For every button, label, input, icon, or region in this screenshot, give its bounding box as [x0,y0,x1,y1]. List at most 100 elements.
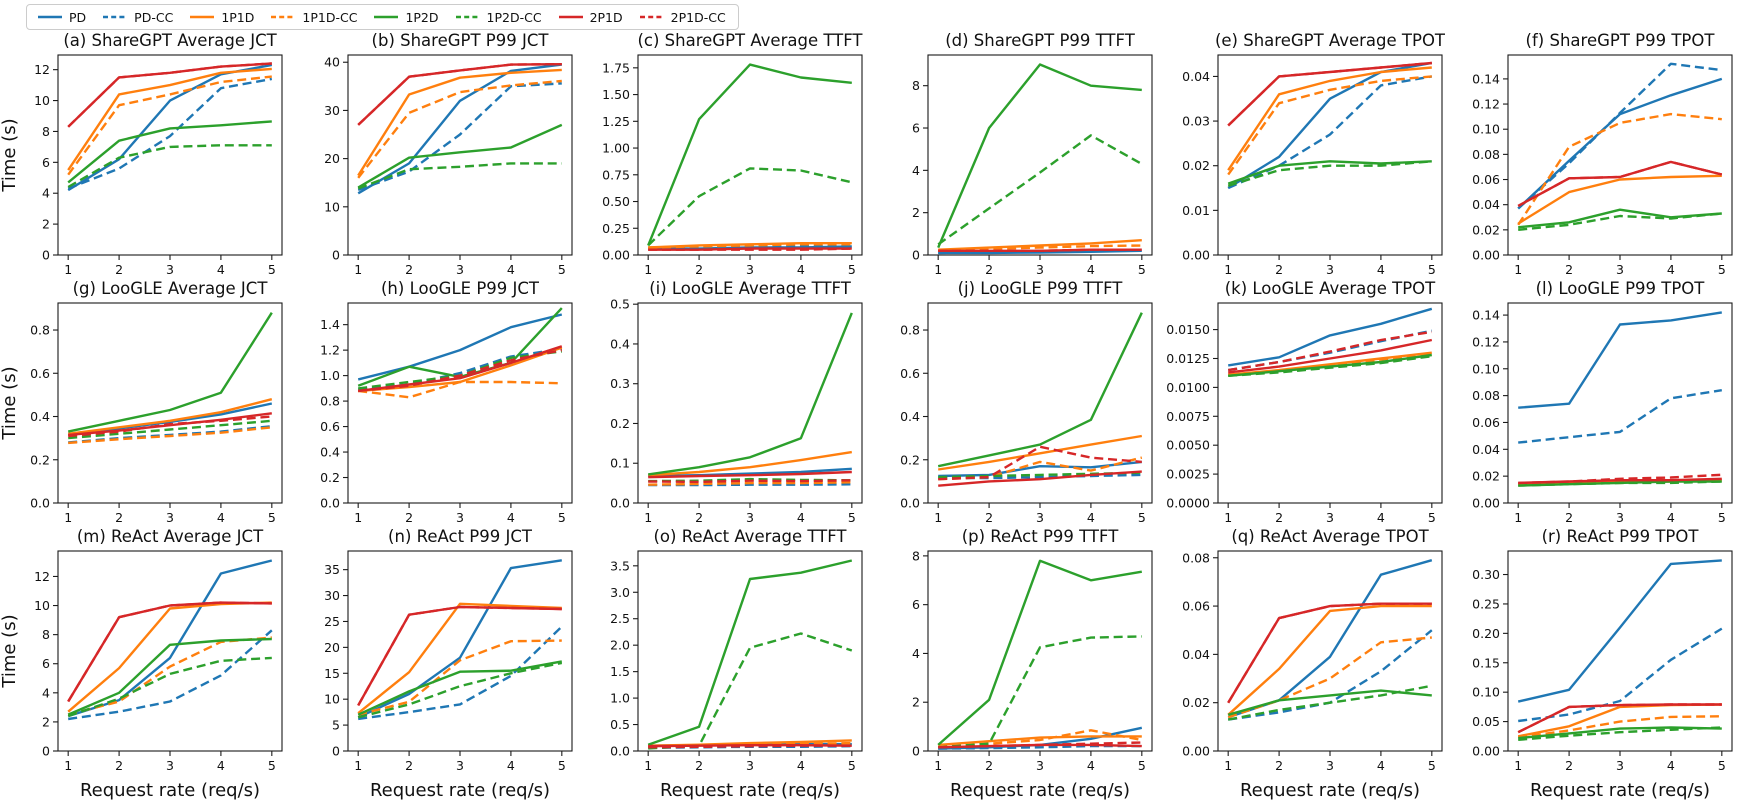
x-tick-label: 1 [934,510,942,525]
legend-label: PD [69,9,87,25]
y-tick-label: 5 [332,718,340,733]
y-tick-label: 0.0050 [1166,438,1210,453]
y-tick-label: 0.1 [610,456,630,471]
subplot-title: (j) LooGLE P99 TTFT [958,279,1124,298]
chart-cell: (j) LooGLE P99 TTFT 0.0 0.2 0.4 0.6 0.8 1 2 3 4 5 [870,278,1160,526]
y-tick-label: 0.06 [1472,415,1500,430]
y-tick-label: 0 [332,248,340,263]
y-tick-label: 0 [912,248,920,263]
chart-cell: (l) LooGLE P99 TPOT 0.00 0.02 0.04 0.06 0.08 0… [1450,278,1740,526]
y-tick-label: 0.02 [1182,158,1210,173]
y-tick-label: 0.10 [1472,361,1500,376]
y-tick-label: 0.04 [1472,197,1500,212]
x-tick-label: 4 [1667,262,1675,277]
series-line-1P1D [67,67,272,171]
y-tick-label: 0.0100 [1166,380,1210,395]
series-line-1P1D [68,398,273,435]
y-tick-label: 2 [912,205,920,220]
subplot-r: (r) ReAct P99 TPOT 0.00 0.05 0.10 0.15 0.20 0.… [1472,527,1733,801]
series-line-1P1D-CC [68,426,272,445]
chart-cell: (o) ReAct Average TTFT 0.0 0.5 1.0 1.5 2.0 2.5… [580,526,870,802]
y-tick-label: 0.00 [602,248,630,263]
y-tick-label: 1.4 [320,317,340,332]
series-line-PD-CC [1227,75,1433,190]
y-tick-label: 12 [34,569,50,584]
series-line-1P2D [67,312,273,433]
series-line-PD [357,559,562,719]
x-tick-label: 1 [1224,262,1232,277]
x-tick-label: 3 [166,262,174,277]
series-line-2P1D-CC [648,247,852,251]
y-tick-label: 0.08 [1182,550,1210,565]
series-line-1P1D-CC [67,75,272,176]
y-tick-label: 0.00 [1182,248,1210,263]
x-tick-label: 1 [1514,262,1522,277]
x-tick-label: 2 [405,262,413,277]
chart-cell: (k) LooGLE Average TPOT 0.0000 0.0025 0.005… [1160,278,1450,526]
series-line-1P1D [1227,604,1432,716]
x-tick-label: 2 [985,510,993,525]
x-tick-label: 5 [558,758,566,773]
x-tick-label: 3 [1326,262,1334,277]
y-tick-label: 0.0025 [1166,467,1210,482]
x-tick-label: 3 [456,510,464,525]
series-line-1P2D [937,63,1142,249]
plot-area [927,54,1153,256]
x-tick-label: 2 [405,510,413,525]
x-tick-label: 5 [558,510,566,525]
x-tick-label: 3 [166,510,174,525]
subplot-f: (f) ShareGPT P99 TPOT 0.00 0.02 0.04 0.06 0.0… [1472,31,1733,277]
subplot-e: (e) ShareGPT Average TPOT 0.00 0.01 0.02 0.0… [1182,31,1446,277]
chart-cell: (a) ShareGPT Average JCT 0 2 4 6 8 10 12 1 2 3 4 5 Ti… [0,30,290,278]
y-tick-label: 0.00 [1182,744,1210,759]
series-line-PD [1517,559,1722,703]
x-tick-label: 1 [354,510,362,525]
y-tick-label: 8 [42,124,50,139]
legend-line-swatch [38,15,62,19]
legend-line-swatch [455,15,480,19]
chart-cell: (p) ReAct P99 TTFT 0 2 4 6 8 1 2 3 4 5 Request rate… [870,526,1160,802]
series-line-1P1D [1517,174,1722,225]
y-tick-label: 0 [42,248,50,263]
series-line-1P1D-CC [648,481,852,486]
y-tick-label: 0.2 [610,416,630,431]
legend-item-2P1D: 2P1D [558,10,623,25]
y-tick-label: 0.0 [30,496,50,511]
y-tick-label: 0.0 [900,496,920,511]
legend-line-swatch [558,15,583,19]
series-line-PD-CC [1517,62,1722,210]
series-line-2P1D-CC [1517,160,1723,207]
x-tick-label: 3 [1326,758,1334,773]
series-line-1P2D-CC [648,632,853,750]
chart-cell: (d) ShareGPT P99 TTFT 0 2 4 6 8 1 2 3 4 5 [870,30,1160,278]
x-tick-label: 3 [746,510,754,525]
x-tick-label: 4 [507,510,515,525]
series-line-2P1D [1517,703,1722,734]
subplot-title: (g) LooGLE Average JCT [73,279,269,298]
x-tick-label: 4 [217,262,225,277]
y-tick-label: 0.00 [1472,496,1500,511]
x-tick-label: 3 [1616,510,1624,525]
y-tick-label: 8 [912,548,920,563]
subplot-title: (m) ReAct Average JCT [77,527,264,546]
series-line-1P1D-CC [358,380,562,399]
x-tick-label: 2 [1565,262,1573,277]
y-tick-label: 0.08 [1472,388,1500,403]
y-axis-label: Time (s) [1,366,20,440]
x-tick-label: 5 [1718,758,1726,773]
series-line-1P2D-CC [357,162,562,190]
y-tick-label: 0.8 [320,394,340,409]
subplot-h: (h) LooGLE P99 JCT 0.0 0.2 0.4 0.6 0.8 1.0 1.2 1… [320,279,573,525]
y-tick-label: 4 [912,646,920,661]
subplot-o: (o) ReAct Average TTFT 0.0 0.5 1.0 1.5 2.0 2.5… [610,527,863,801]
plot-area [1217,302,1443,504]
series-line-1P1D [357,602,562,715]
y-tick-label: 0.0125 [1166,351,1210,366]
x-tick-label: 2 [985,758,993,773]
x-tick-label: 3 [456,262,464,277]
x-tick-label: 1 [354,262,362,277]
chart-cell: (r) ReAct P99 TPOT 0.00 0.05 0.10 0.15 0.20 0.… [1450,526,1740,802]
series-line-2P1D [1228,338,1433,374]
plot-area [1507,302,1733,504]
